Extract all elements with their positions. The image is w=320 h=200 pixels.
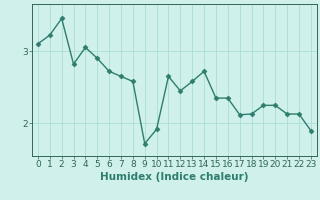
X-axis label: Humidex (Indice chaleur): Humidex (Indice chaleur): [100, 172, 249, 182]
